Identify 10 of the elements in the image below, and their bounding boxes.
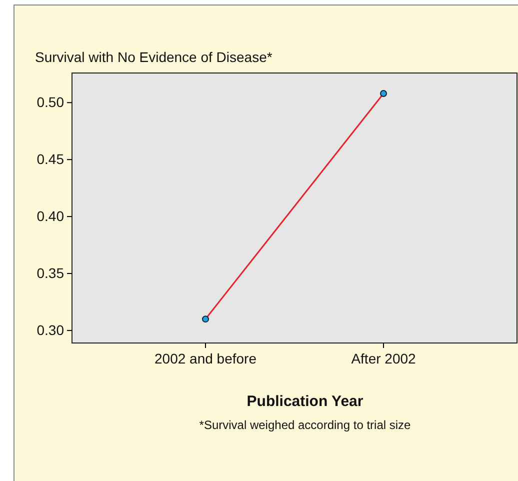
x-tick-label: After 2002 [351,350,416,367]
y-tick-label: 0.50 [36,94,64,110]
x-axis-title: Publication Year [246,393,364,410]
y-tick-label: 0.40 [36,208,64,224]
text: *Survival weighed according to trial size [199,418,412,432]
chart-title: Survival with No Evidence of Disease* [35,49,273,65]
y-tick-label: 0.45 [36,151,64,168]
x-tick-label: 2002 and before [154,350,257,367]
y-tick-label: 0.30 [36,322,64,338]
y-tick-label: 0.35 [36,264,64,281]
